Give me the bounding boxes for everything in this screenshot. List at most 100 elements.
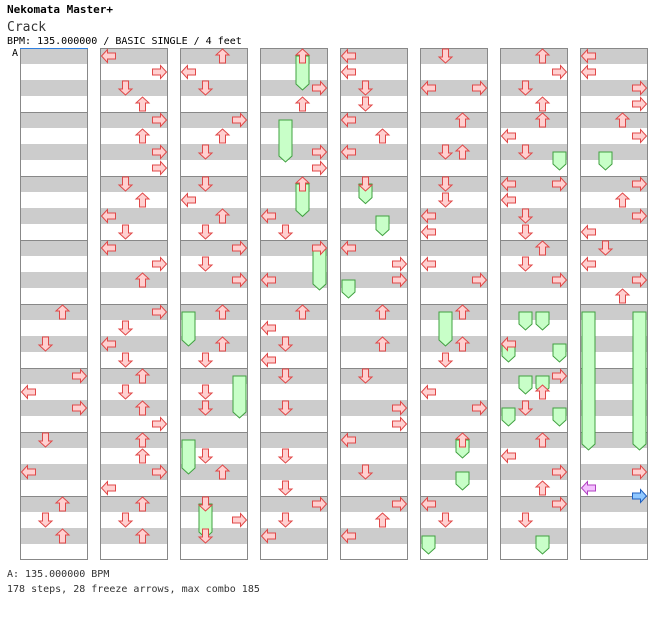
- step-arrow-up: [294, 48, 311, 64]
- beat-band: [340, 304, 408, 320]
- step-arrow-right: [312, 240, 328, 256]
- step-arrow-down: [117, 512, 134, 528]
- step-arrow-left: [100, 480, 116, 496]
- step-arrow-right: [552, 272, 568, 288]
- step-arrow-down: [197, 448, 214, 464]
- step-arrow-left: [20, 464, 36, 480]
- beat-band: [180, 112, 248, 128]
- step-arrow-right: [232, 512, 248, 528]
- step-arrow-left: [580, 64, 596, 80]
- step-arrow-down: [197, 352, 214, 368]
- step-arrow-right: [472, 272, 488, 288]
- step-arrow-left: [500, 192, 516, 208]
- beat-band: [500, 240, 568, 256]
- beat-band: [580, 240, 648, 256]
- beat-band: [260, 528, 328, 544]
- step-arrow-down: [597, 240, 614, 256]
- beat-band: [340, 528, 408, 544]
- step-arrow-up: [534, 240, 551, 256]
- beat-band: [180, 272, 248, 288]
- beat-band: [500, 144, 568, 160]
- step-arrow-up: [374, 512, 391, 528]
- step-arrow-left: [340, 64, 356, 80]
- beat-band: [340, 144, 408, 160]
- step-arrow-right: [152, 416, 168, 432]
- step-arrow-down: [197, 80, 214, 96]
- beat-band: [580, 304, 648, 320]
- beat-band: [420, 400, 488, 416]
- beat-band: [20, 144, 88, 160]
- step-arrow-left: [100, 208, 116, 224]
- freeze-arrow: [552, 407, 567, 427]
- freeze-arrow: [501, 407, 516, 427]
- step-arrow-left: [180, 64, 196, 80]
- step-arrow-down: [277, 400, 294, 416]
- step-arrow-down: [37, 336, 54, 352]
- step-arrow-up: [534, 384, 551, 400]
- beat-band: [100, 400, 168, 416]
- step-arrow-right: [312, 80, 328, 96]
- beat-band: [260, 80, 328, 96]
- beat-band: [20, 496, 88, 512]
- step-arrow-up: [134, 448, 151, 464]
- step-arrow-right: [552, 176, 568, 192]
- beat-band: [260, 336, 328, 352]
- beat-band: [100, 336, 168, 352]
- step-arrow-down: [437, 512, 454, 528]
- step-arrow-right: [392, 416, 408, 432]
- beat-band: [500, 432, 568, 448]
- beat-band: [180, 80, 248, 96]
- freeze-arrow: [518, 311, 533, 331]
- beat-band: [260, 208, 328, 224]
- beat-band: [500, 112, 568, 128]
- step-arrow-left: [100, 336, 116, 352]
- beat-band: [20, 272, 88, 288]
- beat-band: [580, 432, 648, 448]
- beat-band: [100, 112, 168, 128]
- beat-band: [20, 528, 88, 544]
- beat-band: [580, 368, 648, 384]
- beat-band: [500, 80, 568, 96]
- step-arrow-right: [632, 272, 648, 288]
- beat-band: [260, 240, 328, 256]
- beat-band: [20, 336, 88, 352]
- step-arrow-right: [632, 176, 648, 192]
- freeze-arrow: [598, 151, 613, 171]
- step-arrow-left: [420, 256, 436, 272]
- step-arrow-right: [392, 272, 408, 288]
- freeze-arrow: [295, 183, 310, 218]
- step-arrow-down: [197, 176, 214, 192]
- step-arrow-up: [54, 528, 71, 544]
- column-border: [180, 48, 248, 560]
- step-arrow-right: [632, 488, 648, 504]
- step-arrow-down: [117, 224, 134, 240]
- step-arrow-right: [152, 144, 168, 160]
- beat-band: [500, 368, 568, 384]
- beat-band: [100, 432, 168, 448]
- freeze-arrow: [232, 375, 247, 419]
- step-arrow-right: [632, 464, 648, 480]
- step-arrow-right: [312, 160, 328, 176]
- beat-band: [100, 528, 168, 544]
- step-arrow-down: [517, 256, 534, 272]
- beat-band: [500, 176, 568, 192]
- step-arrow-down: [437, 48, 454, 64]
- step-arrow-down: [517, 400, 534, 416]
- step-arrow-left: [420, 496, 436, 512]
- beat-band: [100, 48, 168, 64]
- step-chart: [20, 48, 648, 560]
- beat-band: [20, 80, 88, 96]
- step-arrow-right: [152, 112, 168, 128]
- beat-band: [580, 528, 648, 544]
- beat-band: [260, 48, 328, 64]
- step-arrow-left: [500, 336, 516, 352]
- beat-band: [340, 496, 408, 512]
- step-arrow-down: [277, 480, 294, 496]
- beat-band: [20, 304, 88, 320]
- beat-band: [420, 304, 488, 320]
- step-arrow-right: [312, 144, 328, 160]
- step-arrow-left: [260, 320, 276, 336]
- freeze-arrow: [341, 279, 356, 299]
- beat-band: [340, 240, 408, 256]
- step-arrow-left: [20, 384, 36, 400]
